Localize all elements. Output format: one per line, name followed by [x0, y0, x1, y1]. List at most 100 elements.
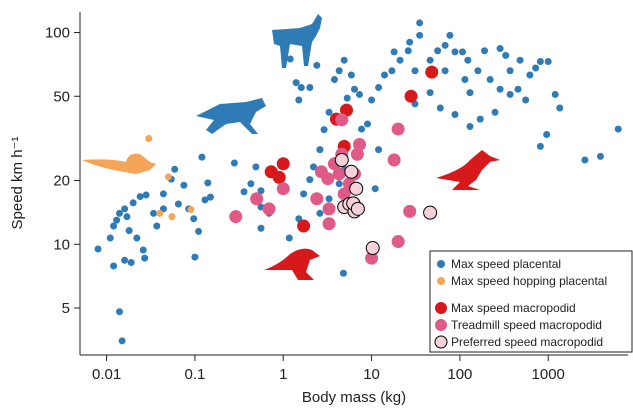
point	[496, 45, 504, 53]
point	[150, 209, 158, 217]
point	[306, 176, 314, 184]
point	[391, 235, 405, 249]
point	[491, 108, 499, 116]
point	[206, 193, 214, 201]
legend-marker	[435, 319, 447, 331]
legend-marker	[437, 277, 445, 285]
point	[297, 84, 305, 92]
point	[106, 234, 114, 242]
legend-label: Max speed macropodid	[451, 301, 576, 315]
point	[387, 153, 401, 167]
point	[191, 253, 199, 261]
point	[514, 85, 522, 93]
point	[364, 120, 372, 128]
point	[285, 234, 293, 242]
point	[110, 222, 118, 230]
point	[286, 55, 294, 63]
point	[195, 227, 203, 235]
point	[543, 130, 551, 138]
point	[441, 41, 449, 49]
point	[276, 157, 290, 171]
legend-label: Preferred speed macropodid	[451, 335, 603, 349]
point	[365, 251, 379, 265]
point	[153, 222, 161, 230]
point	[344, 164, 359, 179]
point	[461, 75, 469, 83]
point	[332, 167, 346, 181]
point	[113, 216, 121, 224]
kangaroo-icon	[436, 150, 500, 190]
point	[252, 163, 260, 171]
point	[164, 173, 172, 181]
point	[180, 181, 188, 189]
point	[127, 259, 135, 267]
point	[325, 108, 333, 116]
point	[451, 48, 459, 56]
point	[526, 71, 534, 79]
legend-marker	[437, 260, 445, 268]
point	[464, 56, 472, 64]
point	[340, 56, 348, 64]
point	[347, 71, 355, 79]
point	[330, 75, 338, 83]
point	[262, 202, 276, 216]
point	[306, 84, 314, 92]
point	[551, 90, 559, 98]
point	[257, 187, 265, 195]
point	[198, 153, 206, 161]
point	[436, 104, 444, 112]
point	[506, 90, 514, 98]
point	[446, 31, 454, 39]
point	[123, 213, 131, 221]
y-tick-label: 10	[53, 236, 70, 253]
point	[257, 224, 265, 232]
point	[522, 96, 530, 104]
point	[486, 75, 494, 83]
point	[110, 262, 118, 270]
point	[451, 111, 459, 119]
y-tick-label: 20	[53, 173, 70, 190]
x-tick-label: 1000	[532, 366, 565, 383]
point	[334, 153, 349, 168]
point	[247, 180, 255, 188]
point	[596, 152, 604, 160]
point	[458, 48, 466, 56]
point	[250, 192, 264, 206]
point	[556, 104, 564, 112]
point	[159, 190, 167, 198]
point	[434, 47, 442, 55]
point	[145, 134, 153, 142]
point	[276, 182, 290, 196]
x-axis-label: Body mass (kg)	[302, 389, 406, 406]
point	[325, 195, 333, 203]
point	[371, 185, 379, 193]
quokka-icon	[264, 248, 320, 280]
point	[481, 47, 489, 55]
series	[145, 134, 195, 221]
point	[316, 146, 324, 154]
point	[141, 254, 149, 262]
legend-marker	[434, 335, 448, 349]
series	[264, 65, 439, 233]
point	[297, 219, 311, 233]
silhouettes	[82, 14, 500, 280]
deer-icon	[272, 14, 322, 68]
x-tick-label: 0.01	[92, 366, 121, 383]
point	[121, 205, 129, 213]
point	[343, 94, 351, 102]
point	[229, 210, 243, 224]
point	[391, 122, 405, 136]
y-tick-label: 100	[45, 25, 70, 42]
point	[416, 19, 424, 27]
y-tick-label: 5	[62, 300, 70, 317]
wolf-icon	[196, 98, 266, 134]
point	[171, 165, 179, 173]
point	[375, 146, 383, 154]
x-tick-label: 10	[363, 366, 380, 383]
point	[536, 142, 544, 150]
point	[365, 241, 380, 256]
point	[396, 56, 404, 64]
point	[406, 38, 414, 46]
point	[240, 188, 248, 196]
point	[536, 57, 544, 65]
